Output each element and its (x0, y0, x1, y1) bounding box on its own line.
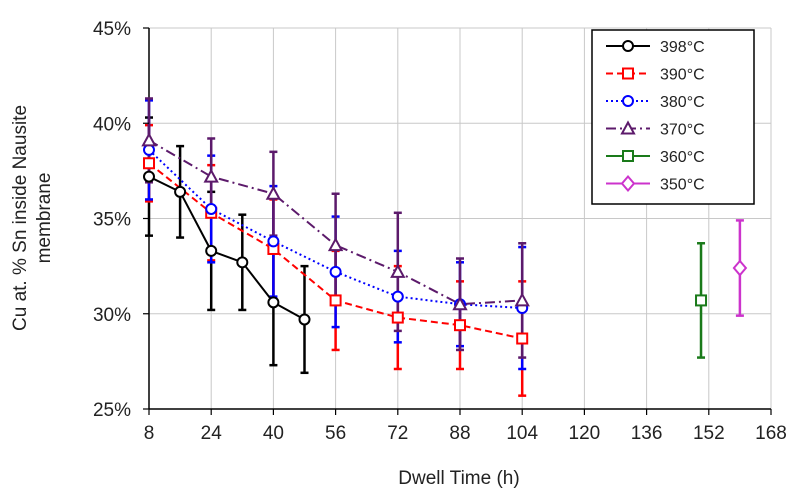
data-point (452, 296, 468, 311)
y-tick-label: 45% (93, 19, 131, 40)
legend-label: 350°C (660, 177, 705, 194)
data-point (516, 332, 529, 345)
y-tick-label: 35% (93, 210, 131, 231)
series-markers (143, 170, 311, 326)
x-tick-label: 88 (449, 423, 470, 444)
data-point (327, 237, 344, 252)
data-point (143, 143, 155, 156)
data-point (267, 296, 280, 309)
x-tick-label: 72 (387, 423, 408, 444)
data-point (732, 259, 748, 277)
x-tick-label: 40 (263, 423, 284, 444)
data-point (143, 170, 155, 183)
x-tick-label: 136 (631, 423, 663, 444)
data-point (622, 40, 634, 52)
data-point (622, 150, 634, 162)
data-point (329, 265, 342, 278)
legend-label: 360°C (660, 149, 705, 166)
data-point (143, 157, 155, 170)
data-point (620, 174, 636, 193)
data-point (265, 185, 282, 200)
legend-label: 370°C (660, 122, 705, 139)
legend-item: 390°C (606, 67, 705, 84)
data-point (622, 95, 634, 107)
legend-box (591, 29, 755, 205)
y-tick-label: 25% (93, 400, 131, 421)
data-point (391, 290, 404, 303)
tick-layer: 8 24 40 56 72 88 104 120 136 152 168 25% 30% 35% 40% 45… (93, 19, 787, 444)
data-point (205, 202, 218, 215)
series-markers (695, 294, 708, 307)
data-point (454, 319, 466, 332)
data-point (620, 120, 636, 135)
legend-label: 398°C (660, 39, 705, 56)
data-point (514, 292, 530, 307)
y-axis-title-line-2: membrane (34, 173, 55, 264)
data-point (267, 235, 280, 248)
series-line (148, 175, 305, 321)
data-point (391, 311, 404, 324)
data-point (141, 132, 157, 147)
y-axis-title-line-1: Cu at. % Sn inside Nausite (10, 105, 31, 331)
series-markers (732, 259, 748, 277)
x-tick-label: 104 (506, 423, 538, 444)
series-errorbars (145, 116, 309, 375)
data-point (329, 294, 342, 307)
legend-label: 390°C (660, 67, 705, 84)
x-tick-label: 152 (693, 423, 725, 444)
data-point (695, 294, 708, 307)
data-point (298, 313, 311, 326)
series-layer (141, 97, 748, 397)
x-axis-title: Dwell Time (h) (398, 468, 519, 489)
legend-item: 398°C (606, 39, 705, 56)
x-tick-label: 168 (755, 423, 787, 444)
legend-item: 350°C (606, 174, 705, 194)
x-tick-label: 8 (144, 423, 155, 444)
legend-label: 380°C (660, 94, 705, 111)
legend-item: 360°C (606, 149, 705, 166)
y-tick-label: 30% (93, 305, 131, 326)
data-point (622, 67, 634, 80)
data-point (174, 185, 187, 198)
legend-item: 370°C (606, 120, 705, 139)
data-point (203, 168, 219, 183)
x-tick-label: 24 (201, 423, 223, 444)
legend-item: 380°C (606, 94, 705, 111)
data-point (236, 256, 249, 269)
series-markers (141, 132, 530, 311)
x-tick-label: 120 (569, 423, 601, 444)
legend: 398°C 390°C 380°C 370°C 360°C 350°C (591, 29, 755, 205)
data-point (390, 263, 406, 278)
data-point (205, 244, 218, 257)
y-tick-label: 40% (93, 114, 131, 135)
x-tick-label: 56 (325, 423, 346, 444)
